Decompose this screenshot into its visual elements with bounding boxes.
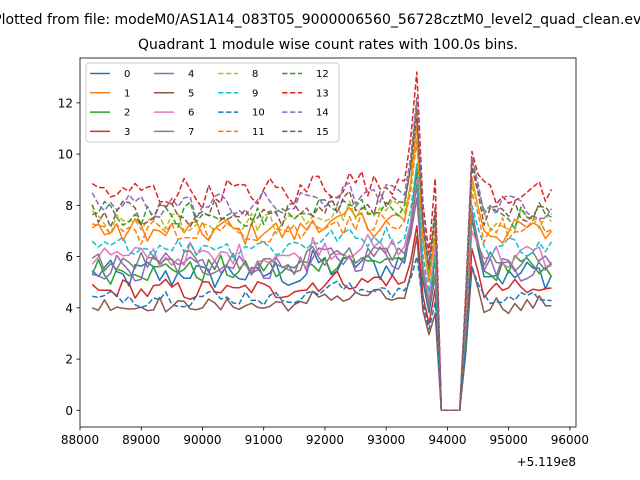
x-tick-label: 88000 (61, 433, 99, 447)
legend-label-4: 4 (188, 69, 194, 80)
legend-frame (85, 62, 340, 143)
series-8-line (91, 137, 552, 412)
x-tick-label: 92000 (306, 433, 344, 447)
y-tick-label: 4 (65, 301, 73, 315)
figure-suptitle: Plotted from file: modeM0/AS1A14_083T05_… (0, 12, 640, 28)
legend-label-11: 11 (252, 127, 265, 138)
legend-label-15: 15 (316, 127, 329, 138)
series-15-line (91, 112, 553, 412)
series-13-line (91, 71, 553, 412)
x-tick-label: 90000 (183, 433, 221, 447)
series-11-line (92, 140, 552, 412)
legend-label-1: 1 (124, 88, 130, 99)
series-6-line (91, 178, 552, 412)
legend-label-8: 8 (252, 69, 258, 80)
legend-label-5: 5 (188, 88, 194, 99)
series-14-line (91, 96, 553, 412)
y-tick-label: 8 (65, 199, 73, 213)
legend-label-2: 2 (124, 108, 130, 119)
y-tick-label: 0 (65, 404, 73, 418)
legend-label-12: 12 (316, 69, 329, 80)
y-tick-label: 2 (65, 353, 73, 367)
x-tick-label: 93000 (367, 433, 405, 447)
legend-label-14: 14 (316, 108, 329, 119)
x-offset-label: +5.119e8 (517, 455, 576, 469)
y-axis: 0 2 4 6 8 10 12 (58, 96, 80, 418)
plot-series-group (91, 71, 553, 412)
x-tick-label: 94000 (428, 433, 466, 447)
y-tick-label: 12 (58, 96, 73, 110)
y-tick-label: 6 (65, 250, 73, 264)
x-tick-label: 89000 (122, 433, 160, 447)
legend-label-13: 13 (316, 88, 329, 99)
series-12-line (91, 102, 552, 412)
series-10-line (92, 255, 552, 412)
legend-label-6: 6 (188, 108, 194, 119)
series-7-line (91, 184, 553, 412)
x-tick-label: 95000 (490, 433, 528, 447)
series-3-line (91, 225, 552, 412)
chart-title: Quadrant 1 module wise count rates with … (138, 37, 518, 53)
legend-label-7: 7 (188, 127, 194, 138)
series-9-line (91, 163, 553, 412)
x-axis: 88000 89000 90000 91000 92000 93000 94000 95000… (61, 427, 589, 447)
x-tick-label: 91000 (245, 433, 283, 447)
plot-frame (79, 57, 577, 428)
legend-label-10: 10 (252, 108, 265, 119)
series-1-line (91, 122, 553, 412)
legend-label-3: 3 (124, 127, 130, 138)
legend-label-9: 9 (252, 88, 258, 99)
x-tick-label: 96000 (551, 433, 589, 447)
legend-label-0: 0 (124, 69, 130, 80)
y-tick-label: 10 (58, 148, 73, 162)
